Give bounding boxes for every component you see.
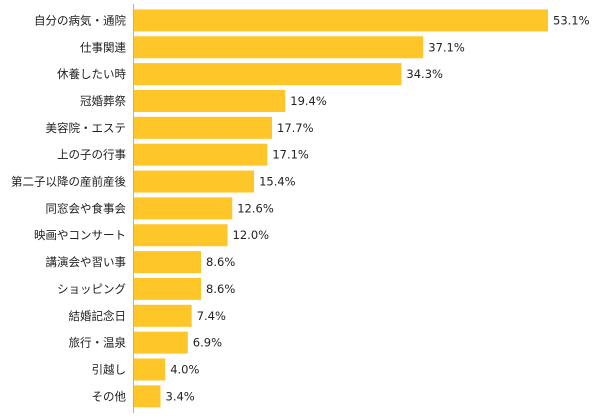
category-label-15: その他 — [92, 389, 127, 403]
category-labels-group: 自分の病気・通院仕事関連休養したい時冠婚葬祭美容院・エステ上の子の行事第二子以降… — [11, 13, 126, 403]
category-label-5: 美容院・エステ — [46, 121, 127, 135]
bar-1 — [134, 9, 548, 32]
value-label-13: 6.9% — [193, 336, 222, 350]
category-label-7: 第二子以降の産前産後 — [11, 175, 126, 189]
category-label-11: ショッピング — [57, 282, 126, 296]
bar-8 — [134, 197, 233, 220]
value-labels-group: 53.1% 37.1% 34.3% 19.4% 17.7% 17.1% 15.4% 12.6%… — [166, 13, 590, 403]
value-label-4: 19.4% — [290, 94, 327, 108]
value-label-1: 53.1% — [553, 13, 590, 27]
bars-group — [134, 9, 548, 408]
bar-9 — [134, 224, 228, 247]
value-label-14: 4.0% — [170, 362, 199, 376]
bar-3 — [134, 63, 402, 86]
value-label-15: 3.4% — [166, 389, 195, 403]
category-label-10: 講演会や習い事 — [46, 255, 127, 269]
category-label-2: 仕事関連 — [80, 40, 126, 54]
value-label-10: 8.6% — [206, 255, 235, 269]
bar-14 — [134, 358, 166, 381]
value-label-7: 15.4% — [259, 175, 296, 189]
value-label-5: 17.7% — [277, 121, 314, 135]
category-label-4: 冠婚葬祭 — [80, 94, 126, 108]
category-label-14: 引越し — [92, 362, 127, 376]
category-label-3: 休養したい時 — [57, 67, 126, 81]
value-label-8: 12.6% — [237, 201, 274, 215]
value-label-6: 17.1% — [272, 148, 309, 162]
category-label-12: 結婚記念日 — [69, 309, 127, 323]
bar-15 — [134, 385, 161, 408]
bar-7 — [134, 170, 255, 193]
value-label-12: 7.4% — [197, 309, 226, 323]
bar-13 — [134, 331, 188, 354]
category-label-1: 自分の病気・通院 — [34, 13, 126, 27]
value-label-2: 37.1% — [428, 40, 465, 54]
category-label-6: 上の子の行事 — [57, 148, 126, 162]
category-label-13: 旅行・温泉 — [69, 336, 127, 350]
bar-5 — [134, 116, 272, 139]
bar-12 — [134, 304, 192, 327]
bar-4 — [134, 89, 286, 112]
bar-6 — [134, 143, 268, 166]
category-label-8: 同窓会や食事会 — [46, 201, 127, 215]
bar-2 — [134, 36, 424, 59]
bar-10 — [134, 251, 202, 274]
value-label-9: 12.0% — [233, 228, 270, 242]
bar-11 — [134, 277, 202, 300]
category-label-9: 映画やコンサート — [34, 228, 126, 242]
value-label-11: 8.6% — [206, 282, 235, 296]
value-label-3: 34.3% — [406, 67, 443, 81]
